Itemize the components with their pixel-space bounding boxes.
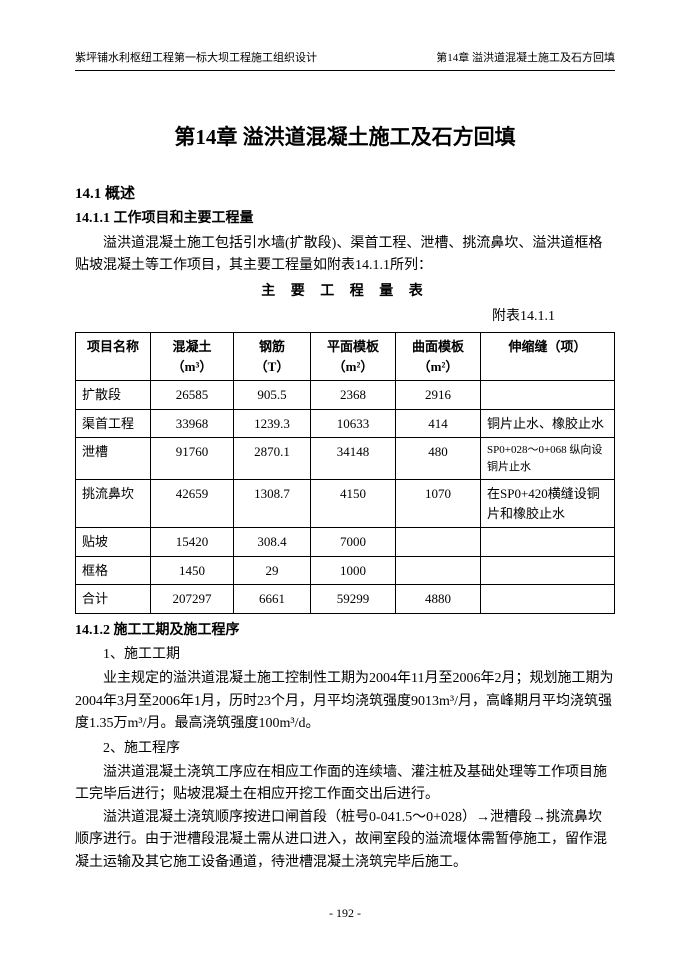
table-cell: 挑流鼻坎 <box>76 480 151 528</box>
table-cell: 2916 <box>396 381 481 410</box>
table-cell: 4150 <box>311 480 396 528</box>
table-body: 扩散段26585905.523682916渠首工程339681239.31063… <box>76 381 615 614</box>
table-cell: 6661 <box>234 585 311 614</box>
section-14-1-heading: 14.1 概述 <box>75 182 615 206</box>
table-cell: 29 <box>234 556 311 585</box>
table-header-row: 项目名称 混凝土（m³） 钢筋（T） 平面模板（m²） 曲面模板（m²） 伸缩缝… <box>76 333 615 381</box>
page-header: 紫坪铺水利枢纽工程第一标大坝工程施工组织设计 第14章 溢洪道混凝土施工及石方回… <box>75 50 615 71</box>
table-cell: 1070 <box>396 480 481 528</box>
table-row: 贴坡15420308.47000 <box>76 528 615 557</box>
table-cell: 26585 <box>151 381 234 410</box>
table-cell: 铜片止水、橡胶止水 <box>481 409 615 438</box>
quantities-table: 项目名称 混凝土（m³） 钢筋（T） 平面模板（m²） 曲面模板（m²） 伸缩缝… <box>75 332 615 614</box>
table-cell: 15420 <box>151 528 234 557</box>
th-concrete: 混凝土（m³） <box>151 333 234 381</box>
table-cell: 泄槽 <box>76 438 151 480</box>
table-cell: 207297 <box>151 585 234 614</box>
table-cell: 308.4 <box>234 528 311 557</box>
header-left: 紫坪铺水利枢纽工程第一标大坝工程施工组织设计 <box>75 50 317 68</box>
table-cell: SP0+028～0+068 纵向设铜片止水 <box>481 438 615 480</box>
table-cell: 42659 <box>151 480 234 528</box>
table-cell: 渠首工程 <box>76 409 151 438</box>
table-cell: 贴坡 <box>76 528 151 557</box>
table-row: 框格1450291000 <box>76 556 615 585</box>
table-cell: 7000 <box>311 528 396 557</box>
table-cell <box>481 585 615 614</box>
table-cell <box>396 528 481 557</box>
section-14-1-1-heading: 14.1.1 工作项目和主要工程量 <box>75 208 615 230</box>
table-cell: 合计 <box>76 585 151 614</box>
table-cell: 在SP0+420横缝设铜片和橡胶止水 <box>481 480 615 528</box>
table-cell <box>481 528 615 557</box>
table-cell: 1450 <box>151 556 234 585</box>
para-14-1-1-intro: 溢洪道混凝土施工包括引水墙(扩散段)、渠首工程、泄槽、挑流鼻坎、溢洪道框格贴坡混… <box>75 233 615 278</box>
page-number: - 192 - <box>75 904 615 923</box>
chapter-title: 第14章 溢洪道混凝土施工及石方回填 <box>75 121 615 155</box>
table-row: 挑流鼻坎426591308.741501070在SP0+420横缝设铜片和橡胶止… <box>76 480 615 528</box>
th-joint: 伸缩缝（项） <box>481 333 615 381</box>
table-row: 合计2072976661592994880 <box>76 585 615 614</box>
table-cell: 480 <box>396 438 481 480</box>
table-row: 扩散段26585905.523682916 <box>76 381 615 410</box>
table-cell: 91760 <box>151 438 234 480</box>
table-cell: 扩散段 <box>76 381 151 410</box>
th-curved-form: 曲面模板（m²） <box>396 333 481 381</box>
table-cell: 1000 <box>311 556 396 585</box>
th-name: 项目名称 <box>76 333 151 381</box>
item-1-label: 1、施工工期 <box>75 644 615 666</box>
table-row: 渠首工程339681239.310633414铜片止水、橡胶止水 <box>76 409 615 438</box>
table-cell: 4880 <box>396 585 481 614</box>
item-2-para-2: 溢洪道混凝土浇筑顺序按进口闸首段（桩号0-041.5～0+028）→泄槽段→挑流… <box>75 807 615 874</box>
th-flat-form: 平面模板（m²） <box>311 333 396 381</box>
table-cell: 1239.3 <box>234 409 311 438</box>
table-cell <box>481 556 615 585</box>
table-cell: 2870.1 <box>234 438 311 480</box>
table-annex-label: 附表14.1.1 <box>75 306 615 328</box>
table-cell: 33968 <box>151 409 234 438</box>
item-1-para: 业主规定的溢洪道混凝土施工控制性工期为2004年11月至2006年2月；规划施工… <box>75 668 615 735</box>
th-rebar: 钢筋（T） <box>234 333 311 381</box>
table-cell: 1308.7 <box>234 480 311 528</box>
table-cell <box>396 556 481 585</box>
item-2-para-1: 溢洪道混凝土浇筑工序应在相应工作面的连续墙、灌注桩及基础处理等工作项目施工完毕后… <box>75 762 615 807</box>
table-cell: 34148 <box>311 438 396 480</box>
table-cell: 905.5 <box>234 381 311 410</box>
table-cell: 10633 <box>311 409 396 438</box>
item-2-label: 2、施工程序 <box>75 738 615 760</box>
table-cell: 2368 <box>311 381 396 410</box>
table-row: 泄槽917602870.134148480SP0+028～0+068 纵向设铜片… <box>76 438 615 480</box>
section-14-1-2-heading: 14.1.2 施工工期及施工程序 <box>75 620 615 642</box>
header-right: 第14章 溢洪道混凝土施工及石方回填 <box>436 50 615 68</box>
table-cell: 59299 <box>311 585 396 614</box>
table-cell <box>481 381 615 410</box>
table-title: 主 要 工 程 量 表 <box>75 281 615 303</box>
table-cell: 414 <box>396 409 481 438</box>
table-cell: 框格 <box>76 556 151 585</box>
